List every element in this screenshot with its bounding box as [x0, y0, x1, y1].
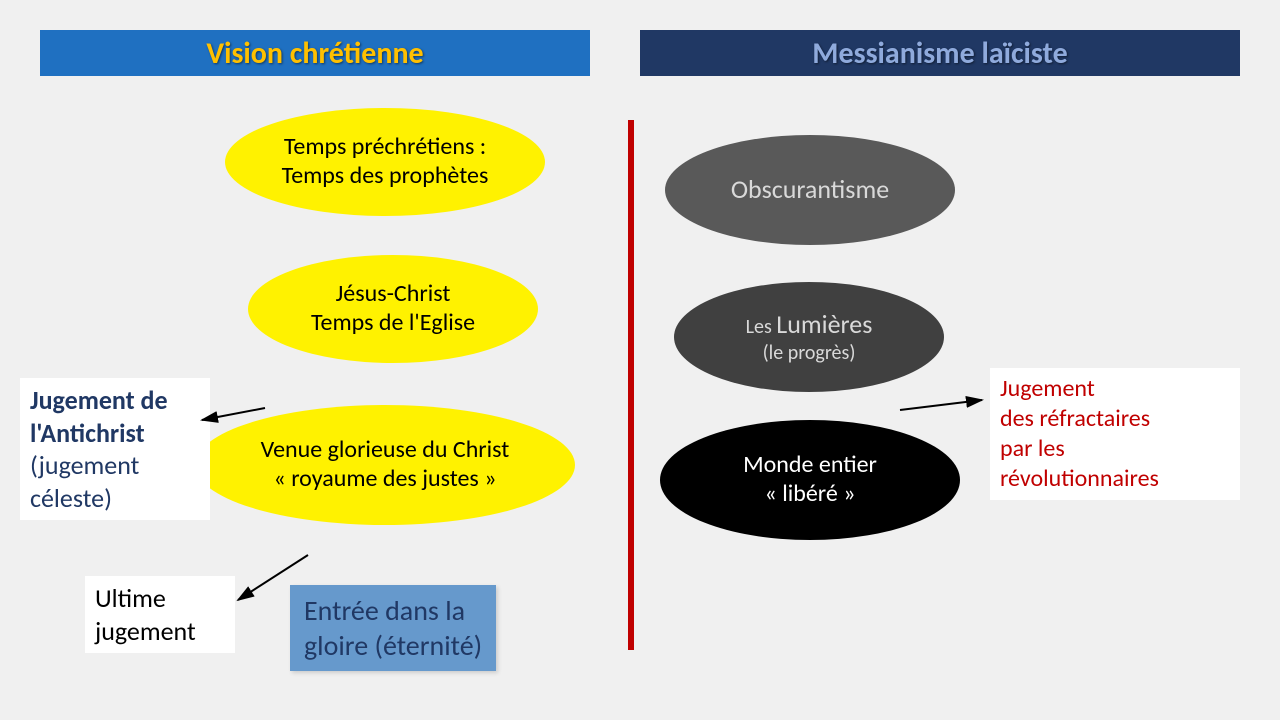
arrow-to-antichrist	[0, 0, 1280, 720]
